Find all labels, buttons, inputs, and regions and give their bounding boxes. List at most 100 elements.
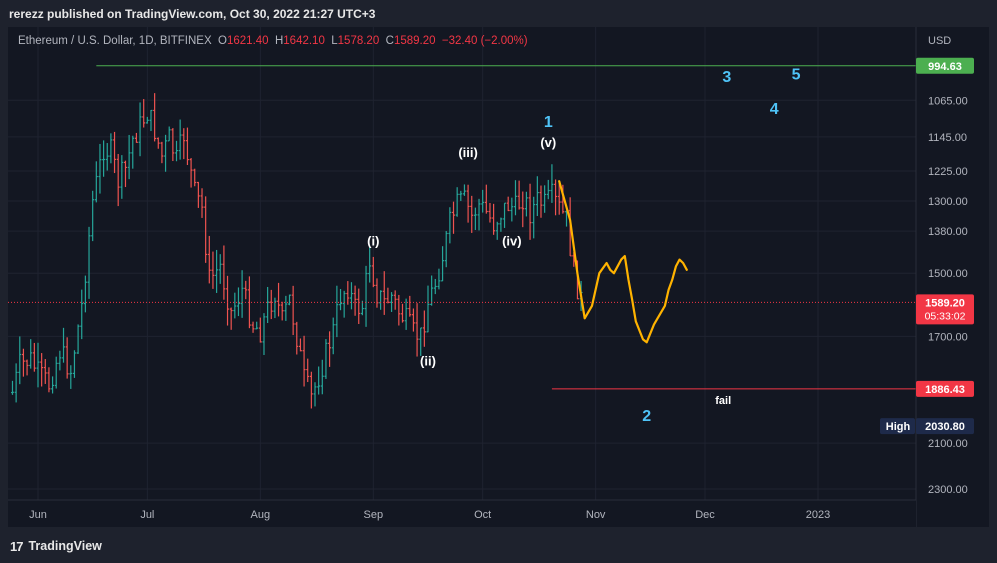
ohlc-bar <box>499 217 503 232</box>
footer-brand[interactable]: 17 TradingView <box>10 536 102 556</box>
change-value: −32.40 (−2.00%) <box>441 35 528 47</box>
ohlc-bar <box>116 153 120 207</box>
ohlc-bar <box>455 187 459 217</box>
ohlc-bar <box>87 226 91 299</box>
ohlc-bar <box>11 380 14 395</box>
x-tick-label: Jul <box>140 509 154 521</box>
open-label: O <box>218 35 227 47</box>
ohlc-bar <box>532 196 536 239</box>
brand-name: TradingView <box>28 539 102 553</box>
symbol-title: Ethereum / U.S. Dollar, 1D, BITFINEX <box>18 35 212 47</box>
ohlc-bar <box>481 189 485 213</box>
axis-currency-label: USD <box>928 35 951 47</box>
wave-label: 3 <box>722 69 731 86</box>
ohlc-bar <box>76 324 80 354</box>
current-price-tag-bg <box>916 294 974 325</box>
ohlc-bar <box>21 348 25 377</box>
ohlc-bar <box>397 294 401 326</box>
ohlc-bar <box>51 376 55 394</box>
ohlc-bar <box>411 308 415 332</box>
ohlc-bar <box>273 297 277 319</box>
high-label: H <box>274 35 284 47</box>
ohlc-bar <box>543 185 547 213</box>
y-tick-label: 1225.00 <box>928 166 968 178</box>
ohlc-bar <box>233 292 237 319</box>
ohlc-bar <box>124 160 127 188</box>
ohlc-bar <box>364 265 368 327</box>
y-tick-label: 2300.00 <box>928 484 968 496</box>
ohlc-bar <box>535 176 539 216</box>
ohlc-bar <box>309 371 313 409</box>
ohlc-bar <box>408 295 412 317</box>
ohlc-bar <box>200 188 204 218</box>
ohlc-bar <box>134 132 138 143</box>
x-tick-label: Aug <box>251 509 271 521</box>
ohlc-bar <box>528 183 532 240</box>
ohlc-bar <box>102 140 106 177</box>
y-tick-label: 1380.00 <box>928 226 968 238</box>
ohlc-bar <box>459 190 463 201</box>
ohlc-bar <box>517 180 521 210</box>
x-tick-label: Jun <box>29 509 47 521</box>
ohlc-bar <box>448 207 452 244</box>
ohlc-bar <box>415 303 419 357</box>
ohlc-bar <box>14 363 18 403</box>
time-axis <box>8 500 916 527</box>
ohlc-bar <box>371 256 375 288</box>
publisher-text: rerezz published on TradingView.com, Oct… <box>9 7 376 21</box>
ohlc-bar <box>473 207 477 230</box>
ohlc-bar <box>328 331 332 367</box>
price-tag-red-bg <box>916 380 974 397</box>
ohlc-bar <box>91 190 95 242</box>
ohlc-bar <box>113 131 116 174</box>
ohlc-bar <box>244 280 248 300</box>
ohlc-bar <box>204 196 208 263</box>
ohlc-bar <box>47 367 51 393</box>
ohlc-bar <box>29 339 33 369</box>
ohlc-bar <box>189 158 193 188</box>
ohlc-bar <box>149 109 153 132</box>
y-tick-label: 1300.00 <box>928 196 968 208</box>
ohlc-bar <box>331 317 335 355</box>
ohlc-bar <box>32 342 36 372</box>
ohlc-bar <box>492 203 496 235</box>
ohlc-bar <box>43 359 47 384</box>
y-tick-label: 1700.00 <box>928 331 968 343</box>
ohlc-bar <box>138 102 142 157</box>
ohlc-bar <box>62 327 65 363</box>
ohlc-bar <box>215 249 219 293</box>
ohlc-bar <box>18 336 22 385</box>
wave-label: 2 <box>642 408 651 425</box>
ohlc-bar <box>40 353 44 387</box>
price-chart: (i) (ii) (iii) (iv) (v) 1 2 3 45 fail USD 1065.00 11… <box>8 27 989 527</box>
wave-label: (iv) <box>502 234 522 249</box>
ohlc-bar <box>185 127 189 165</box>
chart-background <box>8 27 989 527</box>
ohlc-bar <box>36 342 40 388</box>
ohlc-bar <box>160 141 164 164</box>
ohlc-bar <box>266 286 270 324</box>
ohlc-bar <box>178 119 182 160</box>
x-tick-label: 2023 <box>806 509 830 521</box>
countdown-timer: 05:33:02 <box>925 310 966 322</box>
low-value: 1578.20 <box>337 35 380 47</box>
ohlc-bar <box>393 290 397 310</box>
ohlc-bar <box>288 294 291 306</box>
wave-label: (ii) <box>420 353 436 368</box>
ohlc-bar <box>255 321 259 330</box>
ohlc-bar <box>404 298 408 330</box>
projection-path <box>558 180 688 344</box>
ohlc-bar <box>495 221 499 240</box>
ohlc-bar <box>441 246 445 282</box>
y-tick-label: 2100.00 <box>928 438 968 450</box>
ohlc-bar <box>430 275 434 306</box>
ohlc-bar <box>437 268 441 290</box>
ohlc-bar <box>94 161 98 203</box>
price-tag-red: 1886.43 <box>925 384 965 396</box>
ohlc-bar <box>353 285 357 316</box>
ohlc-bar <box>324 339 328 379</box>
ohlc-bar <box>477 198 481 231</box>
ohlc-bar <box>339 289 342 311</box>
x-tick-label: Nov <box>586 509 606 521</box>
chart-area[interactable]: (i) (ii) (iii) (iv) (v) 1 2 3 4 5 fail USD 1065.00 11… <box>8 27 989 527</box>
